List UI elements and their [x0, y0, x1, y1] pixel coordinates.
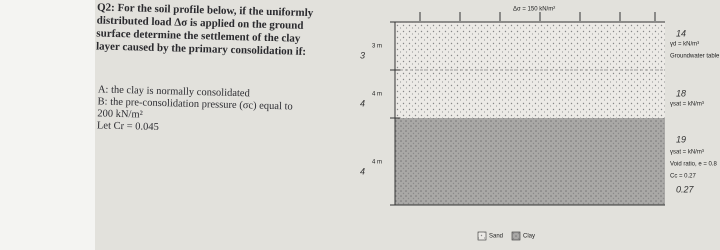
handwritten-note: 19: [676, 134, 686, 144]
handwritten-note: 0.27: [676, 184, 695, 194]
layer-label: Groundwater table: [670, 54, 720, 60]
clay-layer: [395, 118, 665, 205]
depth-label: 3 m: [372, 44, 382, 50]
layer-label: γsat = kN/m³: [670, 150, 704, 156]
legend-swatch: [511, 231, 521, 241]
load-label: Δσ = 150 kN/m²: [513, 7, 555, 13]
margin: [0, 0, 95, 250]
question-line: Q2: For the soil profile below, if the u…: [97, 1, 314, 19]
legend-label: Sand: [489, 234, 503, 240]
handwritten-note: 4: [360, 98, 365, 108]
legend-swatch: [477, 231, 487, 241]
legend-label: Clay: [523, 234, 535, 240]
handwritten-note: 18: [676, 88, 686, 98]
layer-label: Cc = 0.27: [670, 174, 697, 180]
handwritten-note: 14: [676, 28, 686, 38]
question-line: distributed load Δσ is applied on the gr…: [97, 14, 304, 31]
dimension-lines: [390, 21, 400, 206]
question-part: B: the pre-consolidation pressure (σc) e…: [97, 96, 292, 112]
question-line: layer caused by the primary consolidatio…: [96, 40, 306, 57]
question-block: Q2: For the soil profile below, if the u…: [96, 1, 314, 133]
load-arrows: [419, 12, 656, 21]
handwritten-note: 3: [360, 50, 365, 60]
question-part: 200 kN/m²: [97, 108, 143, 120]
layer-label: γsat = kN/m³: [670, 102, 704, 108]
handwritten-note: 4: [360, 166, 365, 176]
question-part: Let Cr = 0.045: [97, 120, 159, 133]
question-part: A: the clay is normally consolidated: [98, 84, 251, 99]
question-line: surface determine the settlement of the …: [96, 27, 301, 44]
depth-label: 4 m: [372, 160, 382, 166]
layer-label: Void ratio, e = 0.8: [670, 162, 718, 168]
layer-label: γd = kN/m³: [670, 42, 699, 48]
depth-label: 4 m: [372, 92, 382, 98]
